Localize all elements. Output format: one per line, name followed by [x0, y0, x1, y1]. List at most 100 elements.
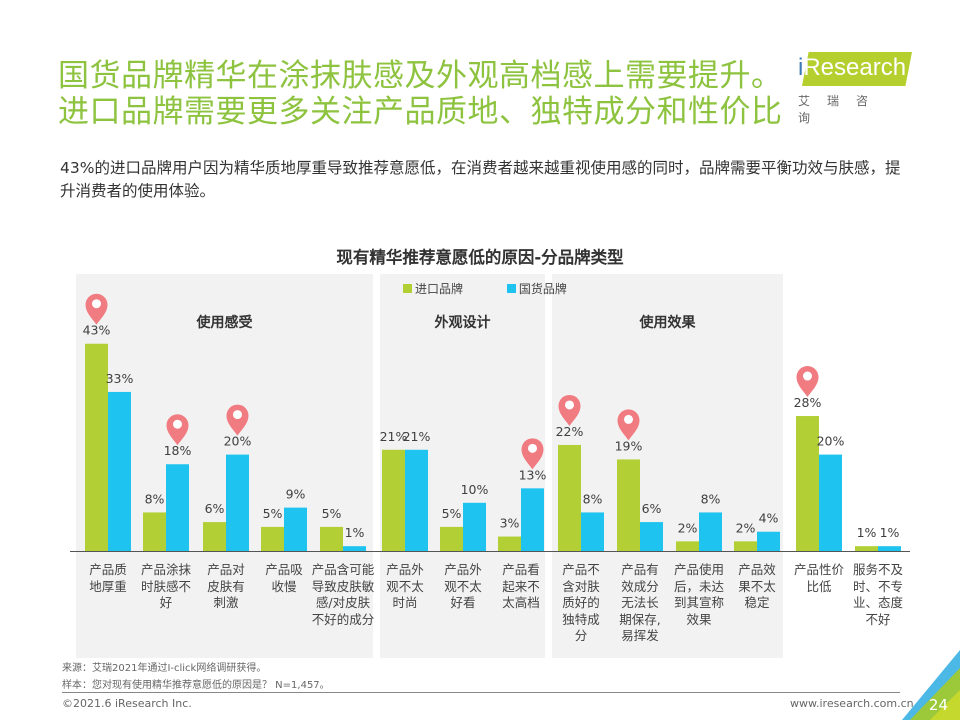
- category-label-line: 分: [574, 628, 588, 643]
- iresearch-logo: iResearch 艾瑞咨询: [792, 50, 912, 125]
- bar-imported: [261, 526, 284, 551]
- category-label-line: 产品外: [386, 562, 424, 577]
- data-label: 21%: [380, 429, 408, 444]
- category-label-line: 含对肤: [562, 578, 600, 594]
- pin-hole: [803, 371, 812, 381]
- data-label: 19%: [615, 438, 643, 453]
- data-label: 21%: [403, 429, 431, 444]
- legend-item-domestic: 国货品牌: [506, 280, 567, 297]
- location-pin-icon: [617, 409, 640, 441]
- category-label-line: 产品对: [207, 562, 245, 577]
- data-label: 13%: [519, 467, 547, 482]
- location-pin-icon: [166, 414, 189, 446]
- category-label-line: 时肤感不: [140, 578, 191, 594]
- category-label-line: 比低: [806, 578, 832, 594]
- pin-hole: [624, 414, 633, 424]
- category-label: 产品含可能 导致皮肤敏 感/对皮肤 不好的成分: [308, 562, 378, 628]
- category-label-line: 效果: [686, 611, 712, 627]
- category-label: 产品外 观不太 好看: [428, 562, 498, 612]
- data-label: 1%: [857, 525, 877, 540]
- category-label-line: 业、态度: [852, 595, 903, 610]
- data-label: 10%: [461, 482, 489, 497]
- logo-wordmark: iResearch: [798, 54, 906, 82]
- category-label-line: 好看: [450, 595, 476, 610]
- category-label: 产品使用 后，未达 到其宣称 效果: [664, 562, 734, 628]
- logo-research: Research: [803, 54, 907, 81]
- category-label-line: 稳定: [744, 595, 770, 610]
- pin-shape: [521, 438, 544, 470]
- website-link[interactable]: www.iresearch.com.cn: [790, 697, 914, 710]
- pin-shape: [226, 404, 249, 436]
- pin-hole: [565, 400, 574, 410]
- category-label-line: 不好: [865, 611, 891, 627]
- category-label-line: 感/对皮肤: [315, 595, 371, 610]
- legend-swatch-imported: [403, 284, 412, 293]
- group-panel-efficacy: [552, 274, 783, 658]
- category-label-line: 到其宣称: [673, 595, 724, 610]
- bar-domestic: [226, 454, 249, 551]
- x-axis-line: [70, 551, 910, 552]
- category-label-line: 无法长: [621, 595, 659, 610]
- data-label: 5%: [442, 506, 462, 521]
- bar-imported: [320, 526, 343, 551]
- group-label-usage-feel: 使用感受: [196, 315, 253, 331]
- data-label: 4%: [759, 511, 779, 526]
- bar-imported: [440, 526, 463, 551]
- category-label-line: 果不太: [738, 578, 776, 594]
- bar-domestic: [343, 546, 366, 551]
- bar-domestic: [757, 531, 780, 551]
- data-label: 8%: [701, 491, 721, 506]
- page-number: 24: [928, 696, 948, 714]
- bar-domestic: [521, 488, 544, 551]
- category-label-line: 独特成: [562, 611, 600, 627]
- bar-domestic: [819, 454, 842, 551]
- category-label-line: 质好的: [562, 595, 600, 610]
- category-label-line: 产品效: [738, 562, 776, 577]
- category-label-line: 时尚: [392, 595, 418, 610]
- data-label: 9%: [286, 487, 306, 502]
- legend-swatch-domestic: [506, 284, 516, 293]
- pin-shape: [166, 414, 189, 446]
- group-label-appearance: 外观设计: [434, 315, 491, 331]
- bar-domestic: [699, 512, 722, 551]
- data-label: 8%: [583, 491, 603, 506]
- data-label: 2%: [736, 520, 756, 535]
- bar-imported: [855, 546, 878, 551]
- sample-note: 样本：您对现有使用精华推荐意愿低的原因是？ N=1,457。: [62, 680, 330, 691]
- bar-domestic: [405, 449, 428, 551]
- pin-shape: [85, 293, 108, 325]
- data-label: 43%: [83, 323, 111, 338]
- chart-title: 现有精华推荐意愿低的原因-分品牌类型: [336, 248, 624, 267]
- category-label-line: 产品性价: [793, 562, 844, 577]
- category-label: 产品涂抹 时肤感不好: [131, 562, 201, 612]
- category-label-line: 好: [159, 595, 173, 610]
- data-label: 28%: [794, 395, 822, 410]
- category-label-line: 产品质: [89, 562, 127, 577]
- group-label-efficacy: 使用效果: [639, 315, 696, 331]
- bar-imported: [558, 444, 581, 551]
- bar-imported: [617, 459, 640, 551]
- category-label: 产品性价 比低: [784, 562, 854, 595]
- bar-imported: [85, 343, 108, 551]
- pin-hole: [92, 299, 101, 309]
- data-label: 1%: [345, 525, 365, 540]
- category-label-line: 刺激: [213, 595, 239, 610]
- pin-shape: [558, 394, 581, 426]
- bar-imported: [498, 536, 521, 551]
- category-label-line: 服务不及: [852, 562, 903, 577]
- pin-shape: [796, 366, 819, 398]
- data-label: 2%: [678, 520, 698, 535]
- data-label: 20%: [224, 434, 252, 449]
- category-label-line: 收慢: [271, 578, 297, 594]
- bar-imported: [676, 541, 699, 551]
- location-pin-icon: [85, 293, 108, 325]
- category-label-line: 产品使用: [673, 562, 724, 577]
- data-label: 22%: [556, 424, 584, 439]
- bar-imported: [796, 416, 819, 551]
- category-label-line: 产品含可能: [311, 562, 375, 577]
- category-label-line: 太高档: [502, 595, 540, 610]
- bar-domestic: [108, 391, 131, 551]
- bar-imported: [734, 541, 757, 551]
- corner-decoration: [902, 650, 960, 720]
